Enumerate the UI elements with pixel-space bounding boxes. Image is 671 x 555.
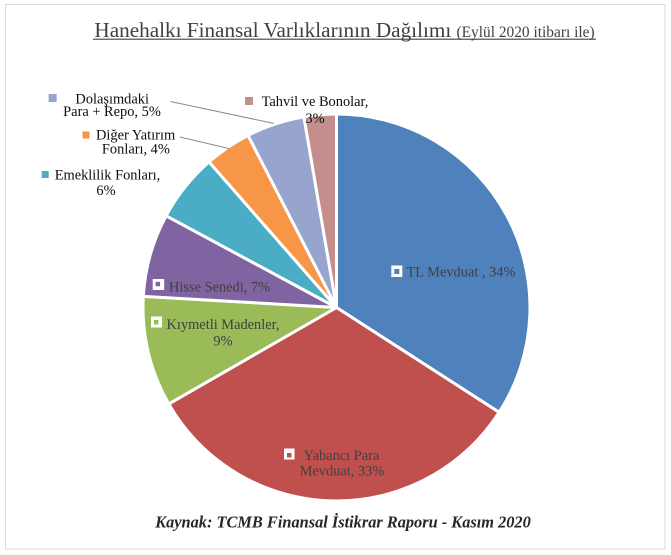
- svg-text:Tahvil ve Bonolar,: Tahvil ve Bonolar,: [262, 94, 369, 110]
- svg-text:Yabancı Para: Yabancı Para: [304, 448, 380, 464]
- svg-text:Emeklilik Fonları,: Emeklilik Fonları,: [55, 168, 161, 184]
- svg-text:3%: 3%: [305, 111, 324, 127]
- svg-text:Fonları, 4%: Fonları, 4%: [102, 141, 170, 157]
- svg-text:Mevduat, 33%: Mevduat, 33%: [300, 463, 385, 479]
- svg-text:Diğer Yatırım: Diğer Yatırım: [96, 128, 175, 144]
- svg-text:Hanehalkı Finansal Varlıkların: Hanehalkı Finansal Varlıklarının Dağılım…: [94, 18, 594, 42]
- svg-text:Hisse Senedi, 7%: Hisse Senedi, 7%: [169, 279, 270, 295]
- svg-text:6%: 6%: [96, 183, 115, 199]
- svg-text:Kaynak: TCMB Finansal İstikrar: Kaynak: TCMB Finansal İstikrar Raporu - …: [154, 513, 531, 532]
- svg-text:TL Mevduat , 34%: TL Mevduat , 34%: [407, 265, 516, 281]
- svg-text:Kıymetli Madenler,: Kıymetli Madenler,: [167, 317, 280, 333]
- svg-text:9%: 9%: [213, 334, 232, 350]
- svg-text:Dolaşımdaki: Dolaşımdaki: [75, 91, 149, 107]
- svg-text:Para + Repo, 5%: Para + Repo, 5%: [63, 104, 161, 120]
